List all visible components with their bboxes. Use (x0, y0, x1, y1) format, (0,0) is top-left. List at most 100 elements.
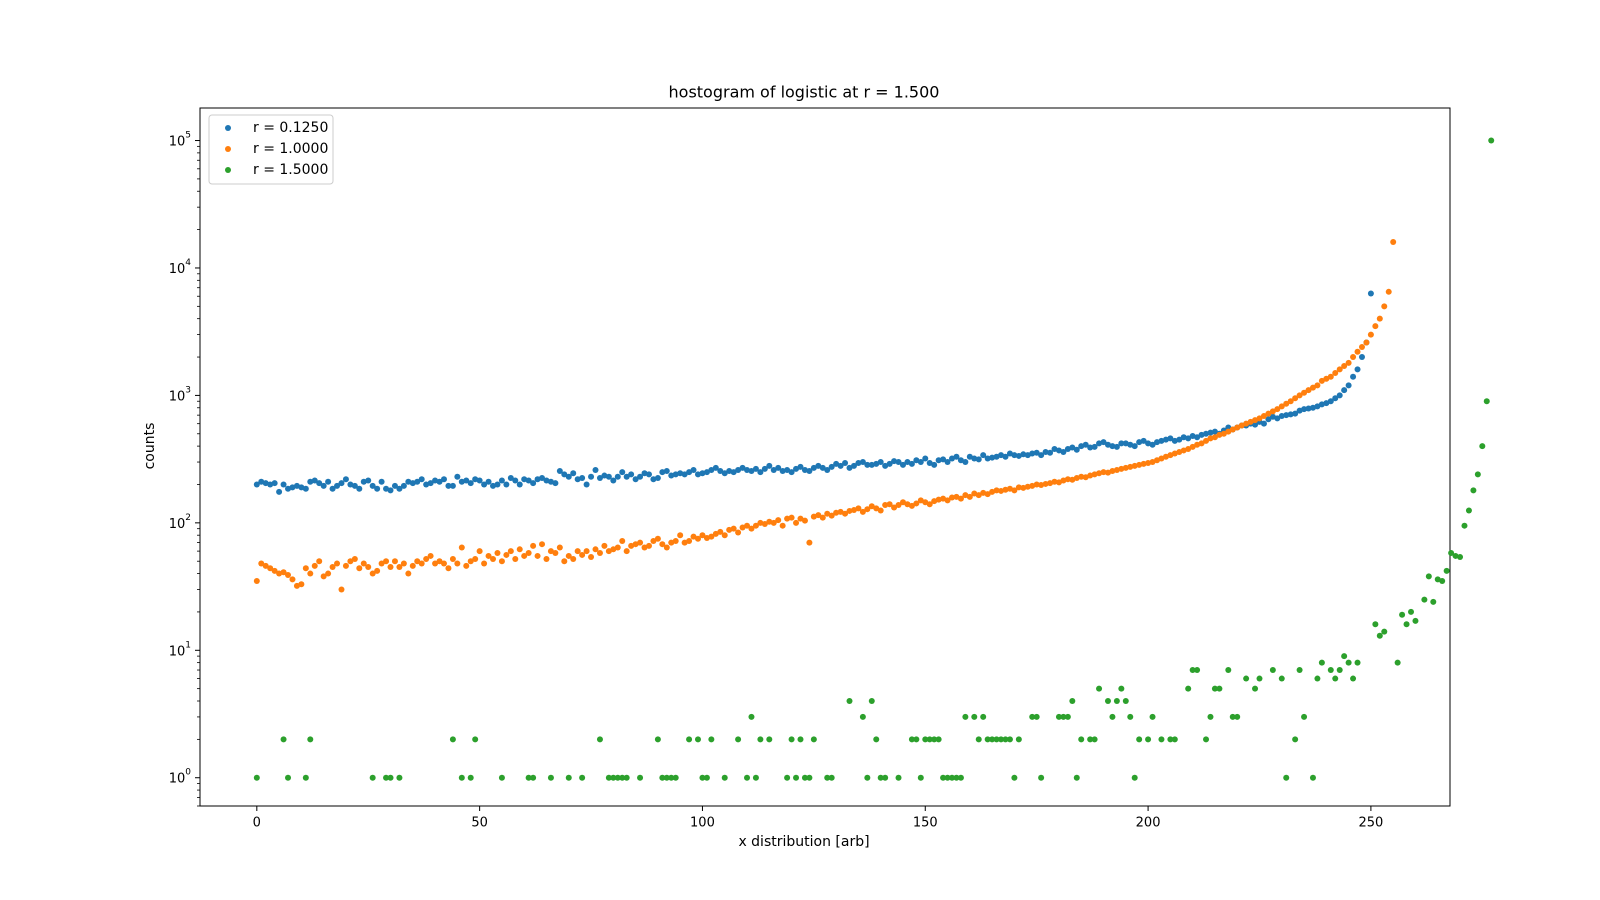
data-point (351, 482, 358, 489)
data-point (405, 570, 412, 577)
data-point (1073, 774, 1080, 781)
data-point (253, 774, 260, 781)
data-point (1011, 452, 1018, 459)
data-point (793, 774, 800, 781)
data-point (579, 774, 586, 781)
data-point (302, 485, 309, 492)
legend[interactable]: r = 0.1250 r = 1.0000 r = 1.5000 (208, 114, 334, 185)
data-point (1203, 736, 1210, 743)
data-point (539, 541, 546, 548)
data-point (810, 464, 817, 471)
data-point (1131, 443, 1138, 450)
data-point (1216, 685, 1223, 692)
plot-frame (199, 107, 1451, 807)
data-point (739, 464, 746, 471)
data-point (1100, 469, 1107, 476)
data-point (1038, 774, 1045, 781)
data-point (1256, 415, 1263, 422)
data-point (712, 530, 719, 537)
data-point (752, 465, 759, 472)
data-point (882, 502, 889, 509)
legend-entry-series-1[interactable]: r = 0.1250 (225, 120, 328, 136)
data-point (846, 507, 853, 514)
data-point (949, 494, 956, 501)
data-point (1176, 436, 1183, 443)
data-point (1345, 382, 1352, 389)
x-tick-label: 150 (913, 816, 938, 831)
data-point (445, 565, 452, 572)
data-point (316, 558, 323, 565)
data-point (614, 774, 621, 781)
data-point (1118, 685, 1125, 692)
data-point (766, 462, 773, 469)
data-point (1064, 476, 1071, 483)
data-point (1060, 713, 1067, 720)
data-point (498, 477, 505, 484)
data-point (806, 468, 813, 475)
data-point (1078, 736, 1085, 743)
data-point (1358, 343, 1365, 350)
data-point (1372, 323, 1379, 330)
data-point (708, 533, 715, 540)
legend-marker-series-1 (225, 125, 231, 131)
legend-entry-series-3[interactable]: r = 1.5000 (225, 162, 328, 178)
data-point (1091, 443, 1098, 450)
data-point (391, 482, 398, 489)
data-point (873, 736, 880, 743)
plot-area: 0 50 100 150 200 250 100 101 102 103 104 105 (169, 107, 1495, 831)
data-point (717, 468, 724, 475)
data-point (1145, 459, 1152, 466)
data-point (614, 544, 621, 551)
data-point (1198, 440, 1205, 447)
data-point (1033, 449, 1040, 456)
data-point (957, 774, 964, 781)
legend-label-series-2: r = 1.0000 (253, 141, 328, 157)
data-point (766, 736, 773, 743)
data-point (1367, 331, 1374, 338)
series-2 (253, 238, 1397, 593)
data-point (302, 565, 309, 572)
data-point (369, 570, 376, 577)
data-point (570, 470, 577, 477)
y-axis-label: counts (142, 423, 158, 470)
series-1 (253, 290, 1374, 495)
data-points (253, 137, 1495, 781)
data-point (561, 558, 568, 565)
data-point (1470, 487, 1477, 494)
data-point (1309, 774, 1316, 781)
data-point (895, 502, 902, 509)
data-point (1243, 675, 1250, 682)
data-point (1096, 685, 1103, 692)
data-point (793, 519, 800, 526)
data-point (690, 466, 697, 473)
data-point (1234, 713, 1241, 720)
data-point (1327, 398, 1334, 405)
data-point (1260, 420, 1267, 427)
data-point (1038, 452, 1045, 459)
data-point (801, 774, 808, 781)
data-point (1260, 412, 1267, 419)
data-point (525, 477, 532, 484)
data-point (503, 481, 510, 488)
data-point (400, 560, 407, 567)
data-point (1274, 406, 1281, 413)
data-point (962, 713, 969, 720)
data-point (1345, 659, 1352, 666)
data-point (828, 774, 835, 781)
data-point (1087, 444, 1094, 451)
data-point (975, 736, 982, 743)
data-point (481, 560, 488, 567)
data-point (1122, 698, 1129, 704)
data-point (1474, 471, 1481, 478)
data-point (637, 473, 644, 480)
data-point (1185, 445, 1192, 452)
data-point (712, 464, 719, 471)
data-point (1292, 736, 1299, 743)
data-point (481, 481, 488, 488)
data-point (908, 502, 915, 509)
data-point (1265, 410, 1272, 417)
data-point (485, 478, 492, 485)
data-point (539, 474, 546, 481)
legend-entry-series-2[interactable]: r = 1.0000 (225, 141, 328, 157)
